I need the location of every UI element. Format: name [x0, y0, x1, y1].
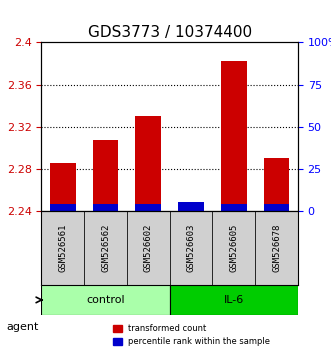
FancyBboxPatch shape: [41, 211, 84, 285]
FancyBboxPatch shape: [84, 211, 127, 285]
Bar: [50, 164, 75, 211]
Bar: [93, 140, 118, 211]
Text: GSM526678: GSM526678: [272, 224, 281, 272]
Text: GSM526602: GSM526602: [144, 224, 153, 272]
Bar: [178, 207, 204, 211]
Bar: [135, 116, 161, 211]
Title: GDS3773 / 10374400: GDS3773 / 10374400: [88, 25, 252, 40]
Text: IL-6: IL-6: [224, 295, 244, 305]
FancyBboxPatch shape: [169, 285, 298, 315]
Text: agent: agent: [7, 322, 39, 332]
Bar: [264, 204, 289, 211]
Legend: transformed count, percentile rank within the sample: transformed count, percentile rank withi…: [110, 321, 274, 350]
Bar: [93, 204, 118, 211]
FancyBboxPatch shape: [255, 211, 298, 285]
Bar: [264, 158, 289, 211]
Text: GSM526561: GSM526561: [58, 224, 67, 272]
FancyBboxPatch shape: [169, 211, 213, 285]
Bar: [221, 204, 247, 211]
FancyBboxPatch shape: [41, 285, 169, 315]
FancyBboxPatch shape: [213, 211, 255, 285]
Text: control: control: [86, 295, 125, 305]
FancyBboxPatch shape: [127, 211, 169, 285]
Text: GSM526605: GSM526605: [229, 224, 238, 272]
Bar: [221, 61, 247, 211]
Text: GSM526603: GSM526603: [186, 224, 196, 272]
Text: GSM526562: GSM526562: [101, 224, 110, 272]
Bar: [178, 202, 204, 211]
Bar: [135, 204, 161, 211]
Bar: [50, 204, 75, 211]
